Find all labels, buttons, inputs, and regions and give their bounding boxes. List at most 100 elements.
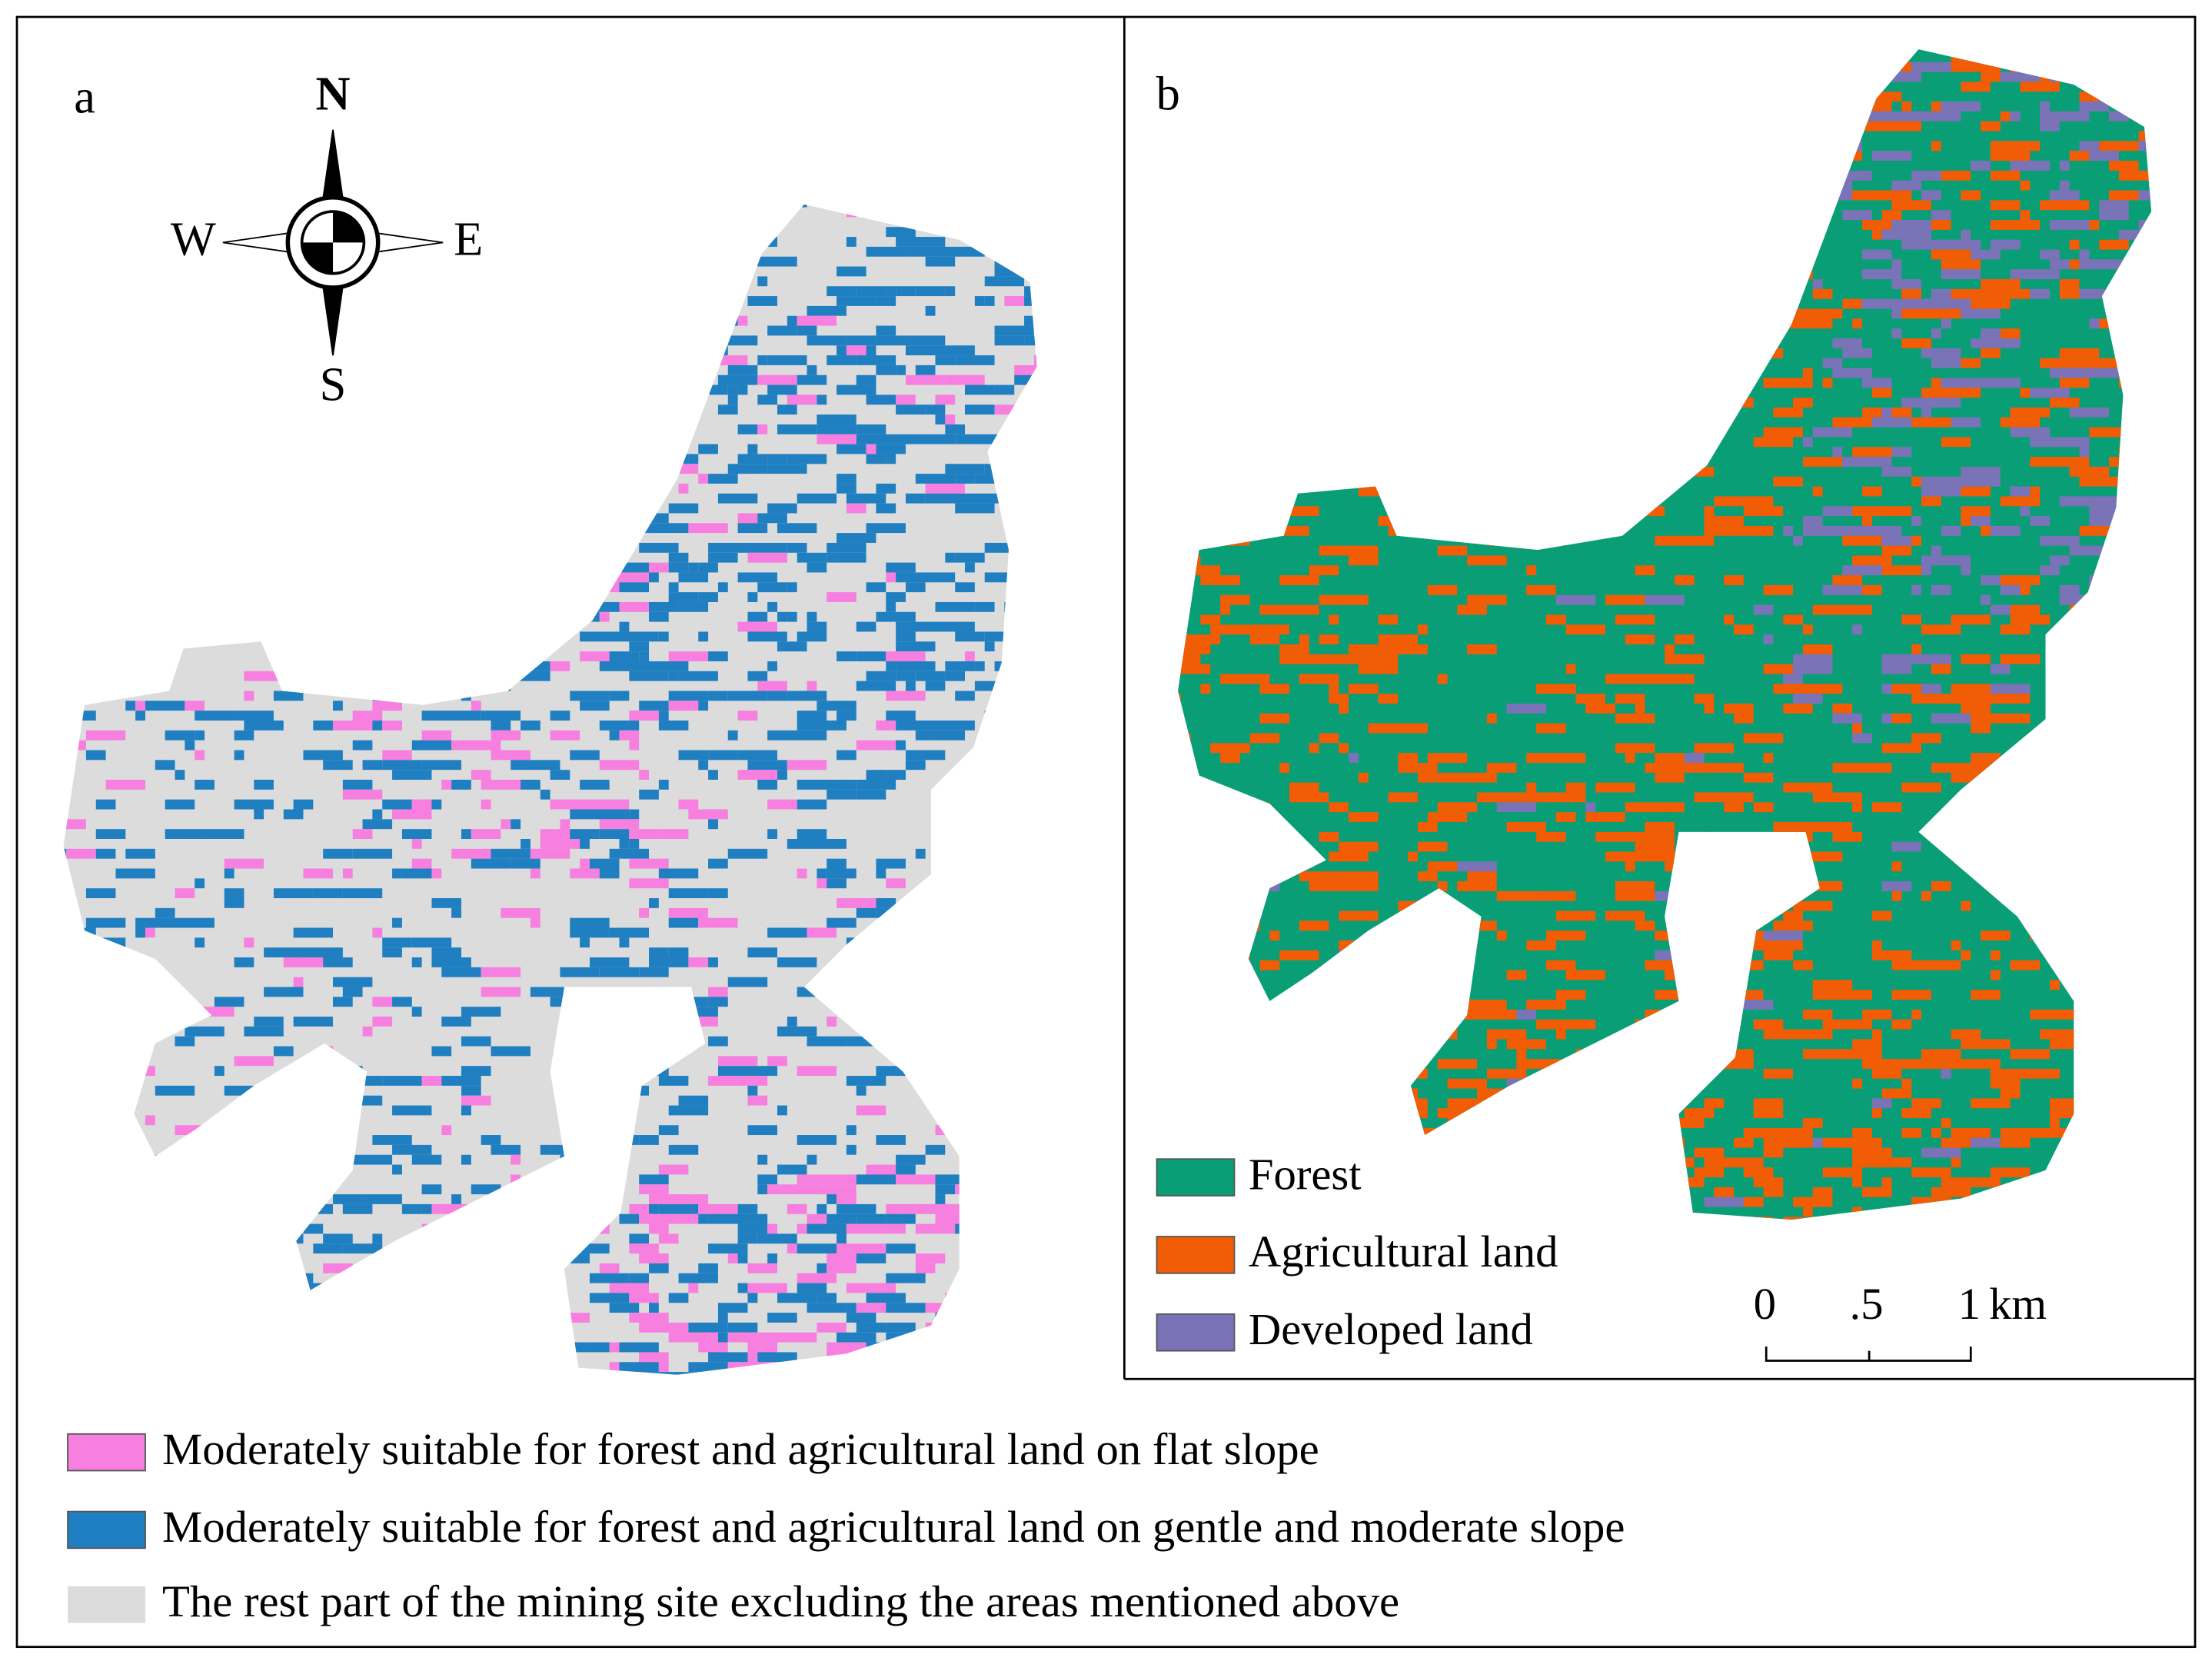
- raster-patch: [1783, 782, 1794, 793]
- raster-patch: [342, 325, 353, 336]
- raster-patch: [1437, 141, 1458, 151]
- raster-patch: [550, 276, 560, 287]
- raster-patch: [1239, 328, 1270, 339]
- raster-patch: [1921, 1108, 1931, 1119]
- raster-patch: [955, 552, 985, 563]
- raster-patch: [1704, 1217, 1744, 1220]
- raster-patch: [1229, 1137, 1270, 1148]
- raster-patch: [1615, 1147, 1635, 1158]
- raster-patch: [827, 868, 857, 879]
- raster-patch: [283, 809, 304, 820]
- raster-patch: [85, 552, 106, 563]
- raster-patch: [254, 779, 274, 790]
- raster-patch: [76, 1293, 96, 1303]
- raster-patch: [1861, 1217, 1872, 1220]
- raster-patch: [1014, 711, 1037, 721]
- raster-patch: [2089, 861, 2110, 872]
- raster-patch: [984, 641, 995, 652]
- raster-patch: [984, 740, 1015, 751]
- raster-patch: [2000, 338, 2011, 348]
- raster-patch: [668, 552, 689, 563]
- raster-patch: [837, 483, 857, 494]
- raster-patch: [658, 779, 669, 790]
- raster-patch: [1467, 871, 1497, 882]
- raster-patch: [1961, 388, 1981, 398]
- raster-patch: [1477, 239, 1497, 250]
- raster-patch: [1961, 516, 1971, 526]
- raster-patch: [1871, 506, 1912, 517]
- raster-patch: [2049, 1118, 2060, 1128]
- raster-patch: [85, 1135, 106, 1145]
- raster-patch: [658, 1213, 699, 1224]
- raster-patch: [1941, 170, 1971, 181]
- raster-patch: [1417, 841, 1448, 852]
- raster-patch: [984, 917, 1015, 928]
- raster-patch: [886, 770, 906, 780]
- raster-patch: [1802, 1049, 1823, 1060]
- raster-patch: [896, 977, 906, 987]
- legend-label: Agricultural land: [1249, 1227, 1558, 1277]
- raster-patch: [273, 1233, 304, 1244]
- raster-patch: [2138, 190, 2152, 201]
- raster-patch: [1921, 684, 1941, 694]
- raster-patch: [629, 671, 669, 681]
- raster-patch: [1299, 1078, 1329, 1089]
- raster-patch: [2138, 52, 2152, 62]
- raster-patch: [837, 1203, 876, 1214]
- raster-patch: [925, 256, 956, 267]
- raster-patch: [994, 325, 1034, 336]
- raster-patch: [1763, 318, 1803, 329]
- raster-patch: [717, 217, 758, 228]
- raster-patch: [1526, 249, 1566, 260]
- raster-patch: [1467, 555, 1507, 566]
- raster-patch: [195, 493, 225, 504]
- raster-patch: [1901, 102, 1912, 112]
- raster-patch: [599, 1263, 620, 1273]
- raster-patch: [1891, 259, 1902, 270]
- raster-patch: [264, 987, 274, 997]
- raster-patch: [2000, 72, 2041, 82]
- raster-patch: [323, 1313, 334, 1323]
- raster-patch: [1486, 535, 1517, 546]
- raster-patch: [866, 523, 906, 534]
- raster-patch: [1714, 220, 1734, 230]
- raster-patch: [550, 1144, 560, 1155]
- raster-patch: [1921, 486, 1941, 497]
- raster-patch: [1408, 417, 1448, 428]
- raster-patch: [727, 464, 748, 474]
- raster-patch: [886, 1243, 916, 1254]
- raster-patch: [392, 523, 422, 534]
- raster-patch: [1901, 1078, 1912, 1089]
- raster-patch: [649, 523, 689, 534]
- raster-patch: [550, 730, 580, 741]
- raster-patch: [165, 829, 205, 840]
- raster-patch: [599, 246, 620, 257]
- raster-patch: [234, 750, 244, 761]
- raster-patch: [1990, 151, 2021, 161]
- raster-patch: [540, 839, 580, 849]
- raster-patch: [1743, 220, 1784, 230]
- raster-patch: [1210, 1197, 1240, 1207]
- raster-patch: [668, 907, 709, 918]
- raster-patch: [1033, 374, 1037, 385]
- raster-patch: [747, 671, 768, 681]
- raster-patch: [974, 1352, 1005, 1363]
- raster-patch: [668, 1332, 709, 1343]
- raster-patch: [352, 384, 373, 395]
- raster-patch: [1871, 1157, 1892, 1168]
- raster-patch: [570, 404, 600, 415]
- raster-patch: [896, 394, 916, 405]
- raster-patch: [175, 888, 195, 899]
- raster-patch: [935, 799, 975, 810]
- raster-patch: [224, 1253, 244, 1263]
- raster-patch: [1981, 1207, 2001, 1217]
- raster-patch: [2059, 180, 2070, 191]
- raster-patch: [293, 1342, 324, 1353]
- raster-patch: [896, 661, 906, 671]
- raster-patch: [827, 592, 857, 602]
- raster-patch: [1585, 506, 1596, 517]
- raster-patch: [856, 1174, 896, 1185]
- raster-patch: [1457, 141, 1478, 151]
- raster-patch: [155, 907, 175, 918]
- raster-patch: [688, 562, 699, 573]
